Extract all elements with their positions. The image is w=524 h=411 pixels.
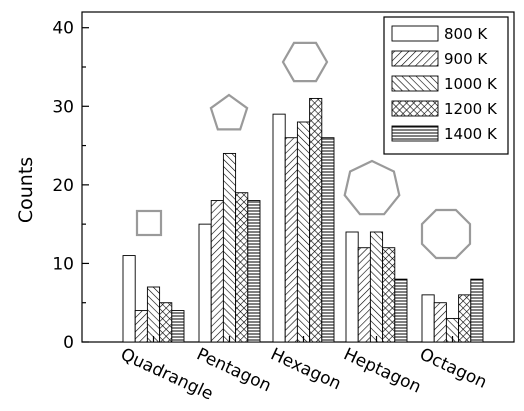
bar [159,302,173,343]
bar [433,302,447,343]
y-tick-label: 40 [52,19,74,39]
y-tick-label: 20 [52,176,74,196]
bar [134,310,148,343]
octagon-icon [420,208,472,260]
bar [235,192,249,343]
legend: 800 K 900 K 1000 K 1200 K 1400 K [383,16,509,155]
legend-swatch [391,100,439,117]
bar [382,247,396,343]
bar [421,294,435,343]
bar [458,294,472,343]
y-axis: 0 10 20 30 40 [52,19,89,353]
bar [357,247,371,343]
legend-swatch [391,25,439,42]
legend-swatch [391,50,439,67]
y-tick-label: 0 [63,333,74,353]
bar [345,231,359,343]
bar [309,97,323,343]
y-axis-label: Counts [15,157,37,223]
legend-swatch [391,125,439,142]
x-tick-label: Octagon [416,344,490,392]
pentagon-icon [209,93,249,131]
bar [171,310,185,343]
bar [470,278,484,343]
square-icon [135,209,163,237]
bar [146,286,161,343]
x-tick-label: Hexagon [267,344,344,394]
bar [122,255,136,343]
bar [369,231,384,343]
x-tick-label: Heptagon [340,344,424,397]
legend-label: 1000 K [444,75,498,93]
legend-label: 1400 K [444,125,498,143]
legend-label: 1200 K [444,100,498,118]
bar [321,137,335,343]
legend-label: 900 K [444,50,488,68]
legend-label: 800 K [444,25,488,43]
bar [394,278,408,343]
heptagon-icon [343,159,401,216]
legend-swatch [391,75,439,92]
bar [272,113,286,343]
bar [222,152,237,343]
y-tick-label: 30 [52,97,74,117]
polygon-annotations [135,41,472,260]
bar [210,200,224,343]
bar-series [122,97,484,343]
bar [284,137,298,343]
y-tick-label: 10 [52,254,74,274]
bar [296,121,311,343]
bar [247,200,261,343]
bar [198,223,212,343]
hexagon-icon [281,41,329,83]
